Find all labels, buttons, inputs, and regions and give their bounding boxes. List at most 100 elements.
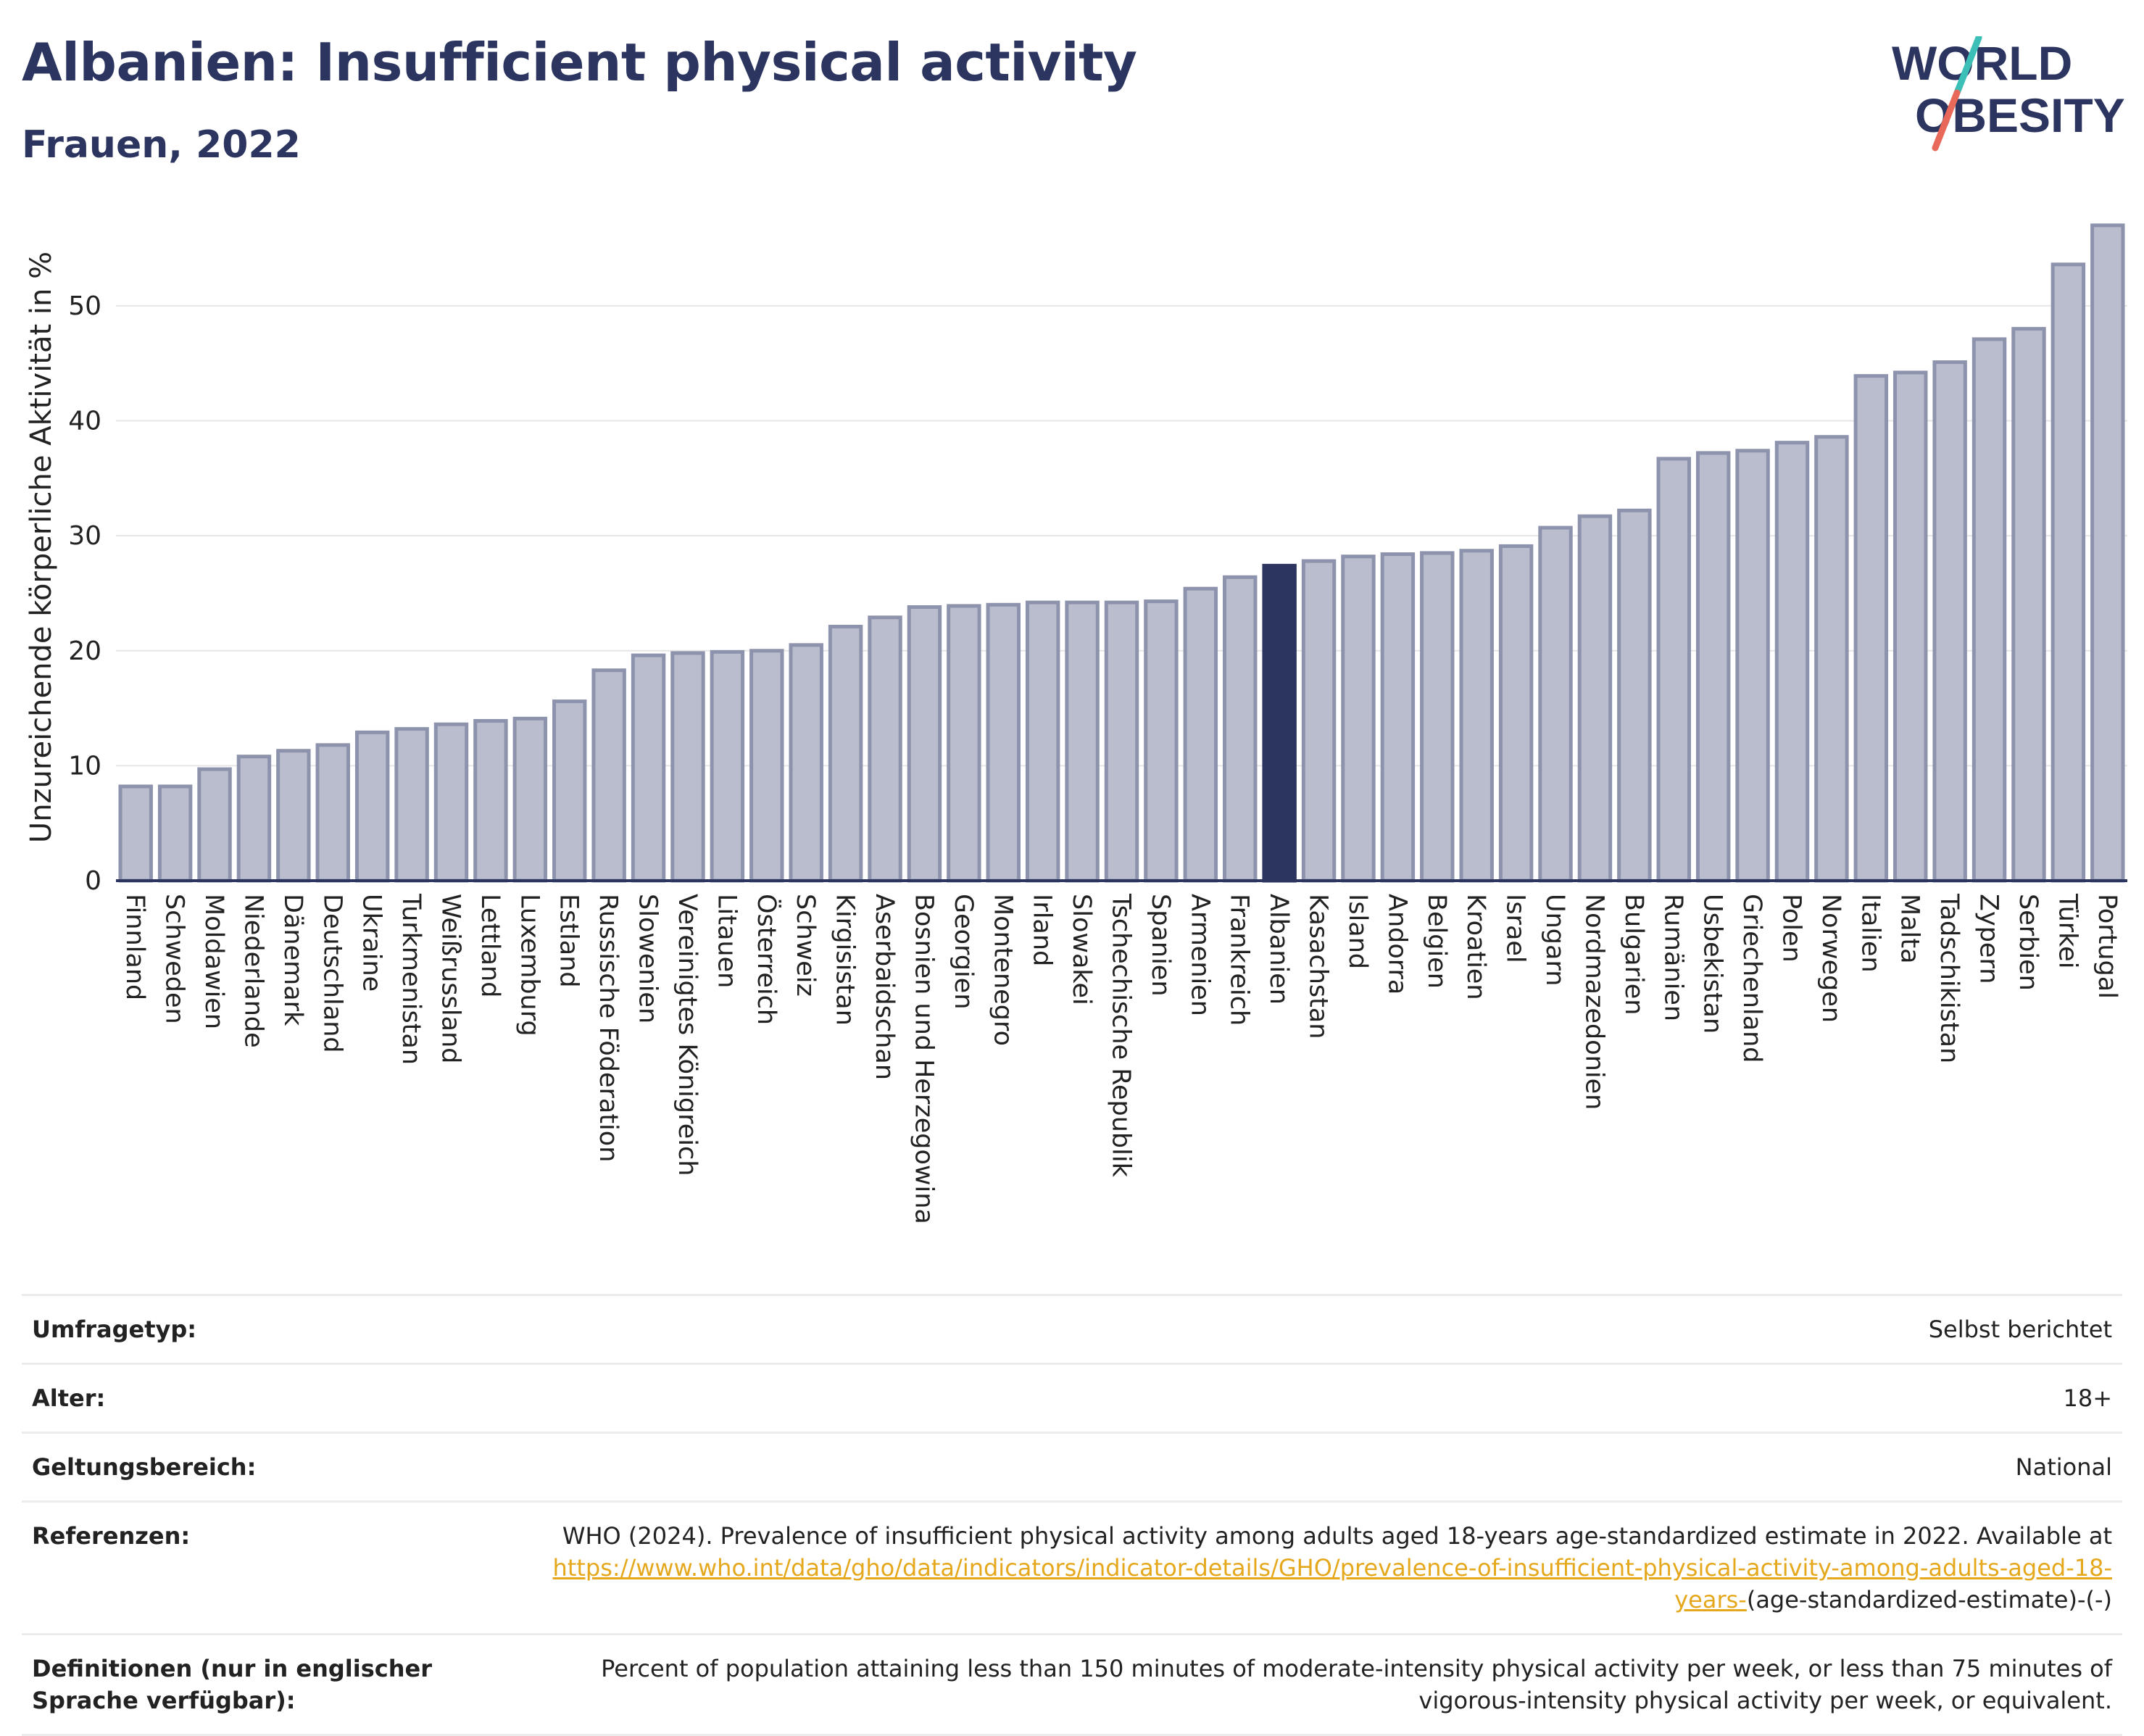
bar — [631, 653, 666, 883]
x-tick-label: Rumänien — [1658, 894, 1687, 1021]
bar — [2090, 223, 2125, 883]
y-tick-label: 50 — [68, 291, 101, 321]
references-link[interactable]: https://www.who.int/data/gho/data/indica… — [552, 1554, 2112, 1614]
bar — [1025, 600, 1060, 883]
x-tick-label: Bulgarien — [1619, 894, 1648, 1015]
meta-row-definitions: Definitionen (nur in englischer Sprache … — [22, 1633, 2122, 1736]
bar — [986, 602, 1021, 883]
bar — [907, 605, 942, 883]
bar — [591, 668, 626, 883]
x-tick-label: Slowakei — [1067, 894, 1096, 1005]
y-tick-label: 20 — [68, 636, 101, 666]
x-tick-label: Deutschland — [317, 894, 346, 1053]
bar — [868, 615, 902, 883]
x-tick-label: Lettland — [475, 894, 504, 997]
meta-label: Alter: — [32, 1384, 106, 1412]
bar — [473, 719, 508, 883]
x-tick-label: Vereinigtes Königreich — [673, 894, 702, 1176]
bar — [394, 727, 429, 883]
bar — [1183, 586, 1218, 883]
x-tick-label: Norwegen — [1816, 894, 1845, 1023]
bar — [1617, 508, 1652, 883]
x-tick-label: Georgien — [949, 894, 978, 1010]
bar — [1144, 599, 1179, 883]
bar — [1223, 575, 1258, 883]
x-tick-label: Ukraine — [357, 894, 386, 992]
x-tick-label: Albanien — [1264, 894, 1293, 1005]
logo-slash-coral — [1932, 89, 1961, 151]
logo-line1: WORLD — [1892, 36, 2072, 90]
y-tick-label: 30 — [68, 521, 101, 551]
bar — [1104, 600, 1139, 883]
bar — [354, 730, 390, 883]
bar — [1380, 552, 1416, 883]
x-tick-label: Griechenland — [1737, 894, 1766, 1063]
x-tick-label: Zypern — [1974, 894, 2003, 984]
x-tick-label: Kasachstan — [1304, 894, 1333, 1039]
bar — [157, 784, 193, 883]
x-tick-label: Schweden — [160, 894, 189, 1024]
x-tick-label: Tschechische Republik — [1107, 893, 1136, 1178]
definitions-label: Definitionen (nur in englischer Sprache … — [32, 1655, 432, 1714]
bar — [2011, 327, 2046, 883]
bar — [1695, 451, 1731, 883]
bar — [749, 649, 784, 883]
references-value: WHO (2024). Prevalence of insufficient p… — [539, 1520, 2112, 1616]
bar — [118, 784, 153, 883]
definitions-value: Percent of population attaining less tha… — [601, 1655, 2112, 1714]
bar — [433, 722, 469, 883]
bar — [1814, 435, 1849, 883]
bar — [1971, 337, 2007, 883]
meta-value: 18+ — [2063, 1384, 2112, 1412]
bar — [1893, 370, 1928, 883]
y-axis-label: Unzureichende körperliche Aktivität in % — [25, 252, 58, 843]
x-tick-label: Dänemark — [278, 894, 307, 1026]
x-tick-label: Russische Föderation — [594, 894, 623, 1162]
x-tick-label: Tadschikistan — [1935, 893, 1964, 1063]
x-tick-label: Andorra — [1382, 894, 1411, 994]
page-subtitle: Frauen, 2022 — [22, 123, 301, 167]
bar — [947, 604, 981, 883]
x-tick-label: Kroatien — [1461, 894, 1490, 1000]
bar — [1301, 559, 1337, 883]
logo-slash-teal — [1953, 36, 1982, 96]
references-text: WHO (2024). Prevalence of insufficient p… — [562, 1522, 2112, 1550]
bar-chart: 0 10 20 30 40 50 Unzureichende körperliche Akt… — [25, 223, 2127, 1224]
x-tick-label: Turkmenistan — [396, 893, 425, 1065]
x-tick-label: Luxemburg — [515, 894, 544, 1037]
x-tick-label: Moldawien — [199, 894, 228, 1029]
references-suffix: (age-standardized-estimate)-(-) — [1746, 1586, 2112, 1614]
meta-row-survey: Umfragetyp: Selbst berichtet — [22, 1294, 2122, 1363]
x-tick-label: Bosnien und Herzegowina — [909, 894, 938, 1224]
bar — [1735, 449, 1770, 883]
bar — [2050, 262, 2086, 883]
y-tick-label: 0 — [85, 866, 101, 896]
bar — [315, 743, 350, 883]
bar — [1577, 514, 1613, 883]
x-tick-label: Frankreich — [1225, 894, 1254, 1026]
x-tick-label: Niederlande — [238, 894, 267, 1048]
bar — [670, 651, 705, 883]
meta-row-age: Alter: 18+ — [22, 1363, 2122, 1432]
x-tick-label: Belgien — [1422, 894, 1451, 989]
x-tick-label: Polen — [1777, 894, 1806, 963]
bar — [1341, 555, 1376, 883]
page-title: Albanien: Insufficient physical activity — [22, 32, 1137, 93]
meta-row-scope: Geltungsbereich: National — [22, 1432, 2122, 1500]
meta-value: National — [2015, 1453, 2112, 1481]
bar — [276, 749, 311, 883]
x-tick-label: Slowenien — [633, 894, 662, 1023]
bar — [1656, 457, 1691, 883]
x-tick-label: Israel — [1501, 894, 1530, 963]
x-tick-label: Estland — [554, 894, 583, 988]
x-tick-label: Schweiz — [791, 894, 820, 997]
x-tick-label: Serbien — [2014, 894, 2043, 991]
y-tick-label: 10 — [68, 751, 101, 781]
x-tick-label: Litauen — [712, 894, 741, 988]
bar — [552, 699, 587, 883]
bar — [1459, 549, 1494, 883]
x-tick-label: Usbekistan — [1698, 894, 1727, 1034]
bar — [1932, 360, 1967, 883]
x-tick-label: Armenien — [1185, 894, 1214, 1016]
x-tick-label: Weißrussland — [436, 894, 465, 1063]
